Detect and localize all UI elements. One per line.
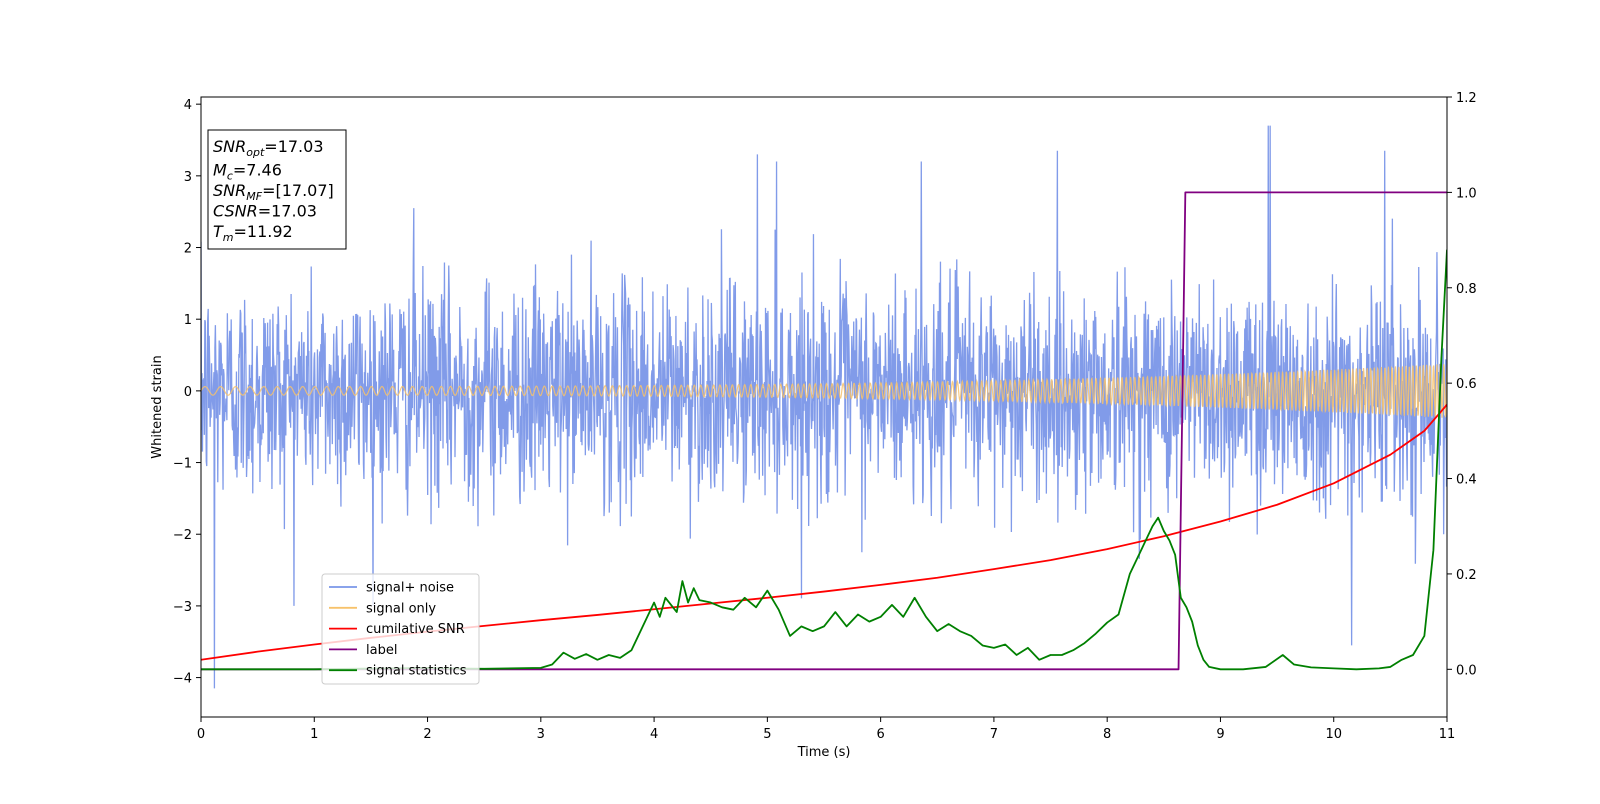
annotation-line: SNRopt=17.03 xyxy=(213,137,324,159)
y-tick-label: −4 xyxy=(173,672,192,687)
annotation-box-frame xyxy=(207,129,347,250)
plot-frame xyxy=(200,96,1448,718)
legend-frame xyxy=(321,573,480,685)
legend-label-signal-only: signal only xyxy=(366,601,436,616)
y-right-tick-label: 0.2 xyxy=(1456,568,1477,583)
y-tick-label: 2 xyxy=(184,242,192,257)
x-tick-label: 2 xyxy=(423,727,431,742)
y-right-tick-label: 1.0 xyxy=(1456,186,1477,201)
y-tick-label: 3 xyxy=(184,170,192,185)
legend-label-label: label xyxy=(366,643,397,658)
x-tick-label: 3 xyxy=(537,727,545,742)
x-axis-label: Time (s) xyxy=(797,745,851,760)
y-right-tick-label: 0.4 xyxy=(1456,473,1477,488)
x-tick-label: 1 xyxy=(310,727,318,742)
series-line-signal-statistics xyxy=(201,249,1447,671)
y-axis-label: Whitened strain xyxy=(150,355,165,458)
annotation-line: Tm=11.92 xyxy=(213,222,293,244)
annotation-line: CSNR=17.03 xyxy=(213,202,317,221)
annotation-line: Mc=7.46 xyxy=(213,161,282,183)
y-tick-label: 1 xyxy=(184,313,192,328)
x-tick-label: 4 xyxy=(650,727,658,742)
y-tick-label: 0 xyxy=(184,385,192,400)
x-tick-label: 11 xyxy=(1439,727,1456,742)
legend-label-cumilative-snr: cumilative SNR xyxy=(366,622,465,637)
annotation-line: SNRMF=[17.07] xyxy=(213,181,334,203)
legend: signal+ noise signal only cumilative SNR la… xyxy=(321,573,480,685)
y-tick-label: −2 xyxy=(173,528,192,543)
x-tick-label: 0 xyxy=(197,727,205,742)
y-right-tick-label: 1.2 xyxy=(1456,91,1477,106)
annotation-box: SNRopt=17.03Mc=7.46SNRMF=[17.07]CSNR=17.… xyxy=(207,129,347,250)
legend-label-signal-statistics: signal statistics xyxy=(366,664,467,679)
x-tick-label: 10 xyxy=(1325,727,1342,742)
x-tick-label: 7 xyxy=(990,727,998,742)
series-line-label xyxy=(201,191,1447,671)
series-line-signal-only xyxy=(201,363,1447,418)
x-tick-label: 6 xyxy=(876,727,884,742)
y-right-tick-label: 0.8 xyxy=(1456,282,1477,297)
x-tick-label: 9 xyxy=(1216,727,1224,742)
y-tick-label: −3 xyxy=(173,600,192,615)
legend-label-signal-noise: signal+ noise xyxy=(366,581,454,596)
series-line-signal-noise xyxy=(201,125,1447,689)
axes-layer: 0 1 2 3 4 5 6 7 8 9 10 11 −4 −3 −2 −1 0 1 2 3 4 0.0 0.2 0.4 0.6 0… xyxy=(173,91,1477,742)
y-right-tick-label: 0.0 xyxy=(1456,663,1477,678)
y-tick-label: −1 xyxy=(173,457,192,472)
x-tick-label: 8 xyxy=(1103,727,1111,742)
y-tick-label: 4 xyxy=(184,98,192,113)
x-tick-label: 5 xyxy=(763,727,771,742)
y-right-tick-label: 0.6 xyxy=(1456,377,1477,392)
